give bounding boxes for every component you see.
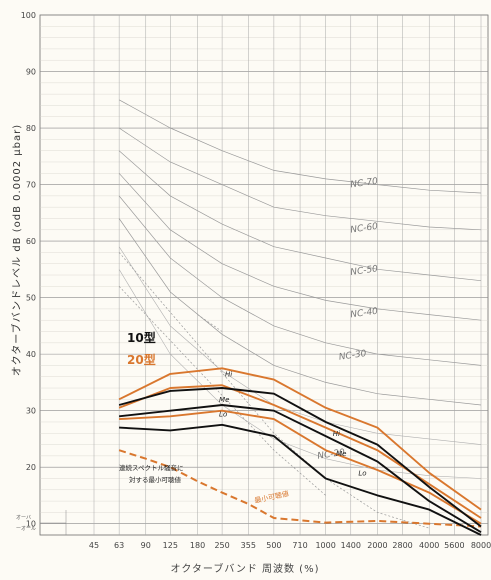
y-tick-label: 90 [26, 68, 36, 77]
corner-label-line2: ーオール [16, 526, 36, 532]
x-tick-label: 45 [89, 541, 99, 550]
y-tick-label: 80 [26, 124, 36, 133]
nc-curve-label: NC-20 [317, 448, 346, 462]
legend-20-type: 20型 [127, 352, 156, 367]
threshold-curve [118, 449, 482, 528]
y-tick-label: 40 [26, 350, 36, 359]
series-curve-label: Me [219, 396, 229, 404]
series-curve-label: Hi [225, 371, 232, 379]
chart-labels: 10型 20型 連続スペクトル騒音に 対する最小可聴値 最小可聴値 オーバ オク… [10, 124, 320, 575]
x-tick-label: 63 [114, 541, 124, 550]
y-tick-label: 60 [26, 237, 36, 246]
nc-curve-line [118, 195, 482, 366]
x-tick-label: 4000 [419, 541, 439, 550]
series-line [119, 409, 482, 525]
x-tick-label: 180 [190, 541, 205, 550]
x-axis-label: オクターブバンド 周波数 (%) [171, 562, 320, 575]
threshold-label: 最小可聴値 [254, 489, 290, 505]
series-curve-label: Lo [219, 410, 227, 418]
x-tick-label: 2000 [367, 541, 387, 550]
series-curve-label: Me [336, 450, 346, 458]
annotation-line2: 対する最小可聴値 [129, 475, 182, 484]
x-tick-label: 250 [214, 541, 229, 550]
x-tick-label: 710 [292, 541, 307, 550]
y-tick-label: 30 [26, 407, 36, 416]
x-tick-label: 8000 [471, 541, 491, 550]
nc-curve-line [118, 99, 482, 194]
nc-curves: NC-70 NC-60 NC-50 NC-40 NC-30 NC-20 [118, 99, 482, 479]
series-curve-label: Lo [358, 470, 366, 478]
nc-curve-line [118, 218, 482, 406]
nc-curve-line [118, 246, 482, 445]
dashed-curves [118, 252, 482, 529]
series-line [118, 404, 482, 534]
nc-curve-label: NC-70 [350, 177, 379, 191]
dashed-reference-line [118, 286, 326, 496]
y-axis-label: オクターブバンドレベル dB (odB 0.0002 μbar) [10, 124, 23, 376]
series-lines: Hi Me Lo Hi Me Lo [118, 367, 482, 536]
nc-curve-line [118, 173, 482, 321]
grid: 100 90 80 70 60 50 40 30 20 10 45 63 90 125 180 250 355 5… [21, 11, 491, 550]
x-tick-label: 1400 [341, 541, 361, 550]
x-tick-label: 500 [266, 541, 281, 550]
nc-curve-label: NC-60 [350, 222, 379, 236]
x-tick-label: 2800 [392, 541, 412, 550]
series-line [119, 423, 482, 536]
y-tick-label: 10 [26, 520, 36, 529]
nc-curve-line [118, 127, 482, 231]
nc-curve-label: NC-40 [350, 307, 379, 321]
nc-curve-line [118, 269, 482, 479]
x-tick-label: 1000 [315, 541, 335, 550]
y-tick-label: 20 [26, 463, 36, 472]
nc-curve-label: NC-30 [338, 349, 367, 363]
x-tick-label: 355 [241, 541, 256, 550]
legend-10-type: 10型 [127, 330, 156, 345]
nc-curve-line [118, 150, 482, 282]
series-line [118, 367, 482, 511]
series-line [118, 384, 482, 519]
y-tick-label: 70 [26, 181, 36, 190]
dashed-reference-line [197, 314, 223, 332]
x-tick-label: 90 [141, 541, 151, 550]
y-tick-label: 100 [21, 11, 36, 20]
series-curve-label: Hi [333, 430, 340, 438]
y-tick-label: 50 [26, 294, 36, 303]
annotation-line1: 連続スペクトル騒音に [119, 463, 184, 472]
nc-curve-label: NC-50 [350, 264, 379, 278]
series-line [118, 387, 482, 528]
corner-label: オーバ [16, 515, 31, 521]
x-tick-label: 5600 [444, 541, 464, 550]
x-tick-label: 125 [163, 541, 178, 550]
